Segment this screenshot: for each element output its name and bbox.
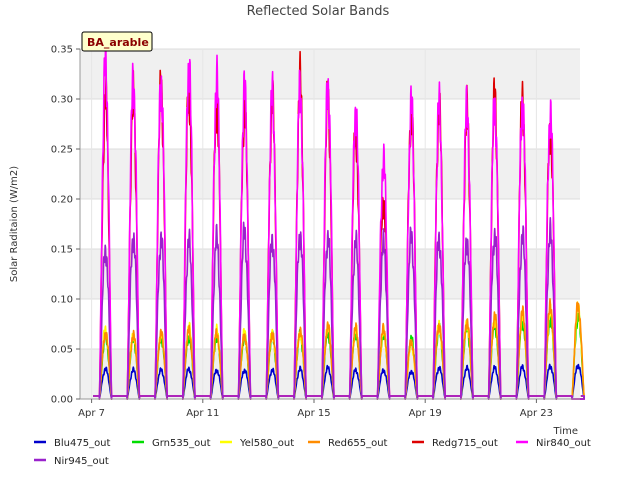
x-tick-label: Apr 7 xyxy=(78,408,105,419)
legend-item-nir945-out: Nir945_out xyxy=(34,456,109,467)
legend-item-blu475-out: Blu475_out xyxy=(34,438,111,449)
y-tick-label: 0.15 xyxy=(51,245,73,256)
legend: Blu475_out Grn535_out Yel580_out Red655_out… xyxy=(34,438,591,467)
y-tick-label: 0.05 xyxy=(51,345,73,356)
legend-label: Yel580_out xyxy=(239,438,294,449)
annotation-box: BA_arable xyxy=(81,31,153,52)
legend-label: Redg715_out xyxy=(432,438,498,449)
legend-label: Nir840_out xyxy=(536,438,591,449)
x-tick-label: Apr 19 xyxy=(409,408,442,419)
x-tick-label: Apr 15 xyxy=(297,408,330,419)
y-tick-label: 0.30 xyxy=(51,95,73,106)
annotation-box-frame xyxy=(81,31,153,52)
y-axis-label: Solar Raditaion (W/m2) xyxy=(9,166,20,282)
legend-label: Grn535_out xyxy=(152,438,211,449)
y-tick-label: 0.00 xyxy=(51,395,73,406)
x-axis-label: Time xyxy=(553,426,578,437)
axes xyxy=(79,49,580,400)
chart-title: Reflected Solar Bands xyxy=(247,4,390,19)
background-band xyxy=(80,49,580,99)
series-layer xyxy=(93,39,585,400)
x-tick-label: Apr 11 xyxy=(186,408,219,419)
y-axis-ticks: 0.00 0.05 0.10 0.15 0.20 0.25 0.30 0.35 xyxy=(51,45,80,406)
legend-item-redg715-out: Redg715_out xyxy=(412,438,498,449)
legend-item-yel580-out: Yel580_out xyxy=(220,438,294,449)
series-nir945-out xyxy=(93,217,585,400)
y-tick-label: 0.20 xyxy=(51,195,73,206)
x-axis-ticks: Apr 7 Apr 11 Apr 15 Apr 19 Apr 23 xyxy=(78,399,553,419)
y-tick-label: 0.10 xyxy=(51,295,73,306)
x-tick-label: Apr 23 xyxy=(520,408,553,419)
y-tick-label: 0.25 xyxy=(51,145,73,156)
annotation-label: BA_arable xyxy=(87,36,149,49)
legend-label: Blu475_out xyxy=(54,438,111,449)
legend-label: Nir945_out xyxy=(54,456,109,467)
legend-item-red655-out: Red655_out xyxy=(308,438,388,449)
series-line xyxy=(93,217,585,400)
legend-item-grn535-out: Grn535_out xyxy=(132,438,211,449)
y-tick-label: 0.35 xyxy=(51,45,73,56)
legend-label: Red655_out xyxy=(328,438,388,449)
legend-item-nir840-out: Nir840_out xyxy=(516,438,591,449)
